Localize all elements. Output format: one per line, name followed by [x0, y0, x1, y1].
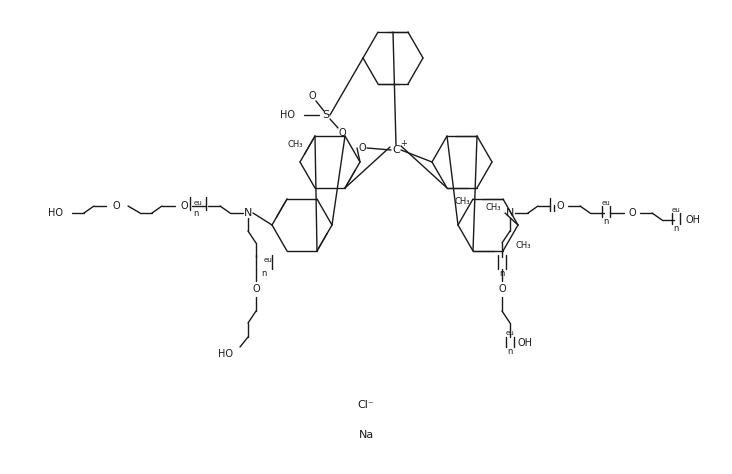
Text: O: O: [112, 201, 120, 211]
Text: O: O: [253, 284, 260, 294]
Text: n: n: [507, 346, 512, 356]
Text: CH₃: CH₃: [288, 139, 303, 148]
Text: eu: eu: [264, 257, 273, 263]
Text: C: C: [392, 145, 400, 155]
Text: OH: OH: [685, 215, 700, 225]
Text: O: O: [180, 201, 188, 211]
Text: n: n: [673, 224, 679, 233]
Text: CH₃: CH₃: [455, 198, 470, 207]
Text: n: n: [603, 217, 609, 226]
Text: CH₃: CH₃: [515, 241, 531, 250]
Text: eu: eu: [602, 200, 610, 206]
Text: n: n: [499, 268, 504, 277]
Text: HO: HO: [280, 110, 295, 120]
Text: eu: eu: [194, 200, 202, 206]
Text: N: N: [244, 208, 253, 218]
Text: n: n: [261, 268, 266, 277]
Text: CH₃: CH₃: [485, 202, 501, 211]
Text: eu: eu: [672, 207, 680, 213]
Text: O: O: [628, 208, 636, 218]
Text: O: O: [358, 143, 366, 153]
Text: n: n: [193, 210, 198, 219]
Text: S: S: [322, 110, 329, 120]
Text: HO: HO: [218, 349, 233, 359]
Text: +: +: [400, 138, 408, 147]
Text: O: O: [308, 91, 315, 101]
Text: O: O: [556, 201, 564, 211]
Text: N: N: [506, 208, 514, 218]
Text: eu: eu: [506, 330, 515, 336]
Text: O: O: [498, 284, 506, 294]
Text: HO: HO: [48, 208, 63, 218]
Text: O: O: [338, 128, 346, 138]
Text: Na: Na: [359, 430, 373, 440]
Text: Cl⁻: Cl⁻: [358, 400, 374, 410]
Text: OH: OH: [518, 338, 533, 348]
